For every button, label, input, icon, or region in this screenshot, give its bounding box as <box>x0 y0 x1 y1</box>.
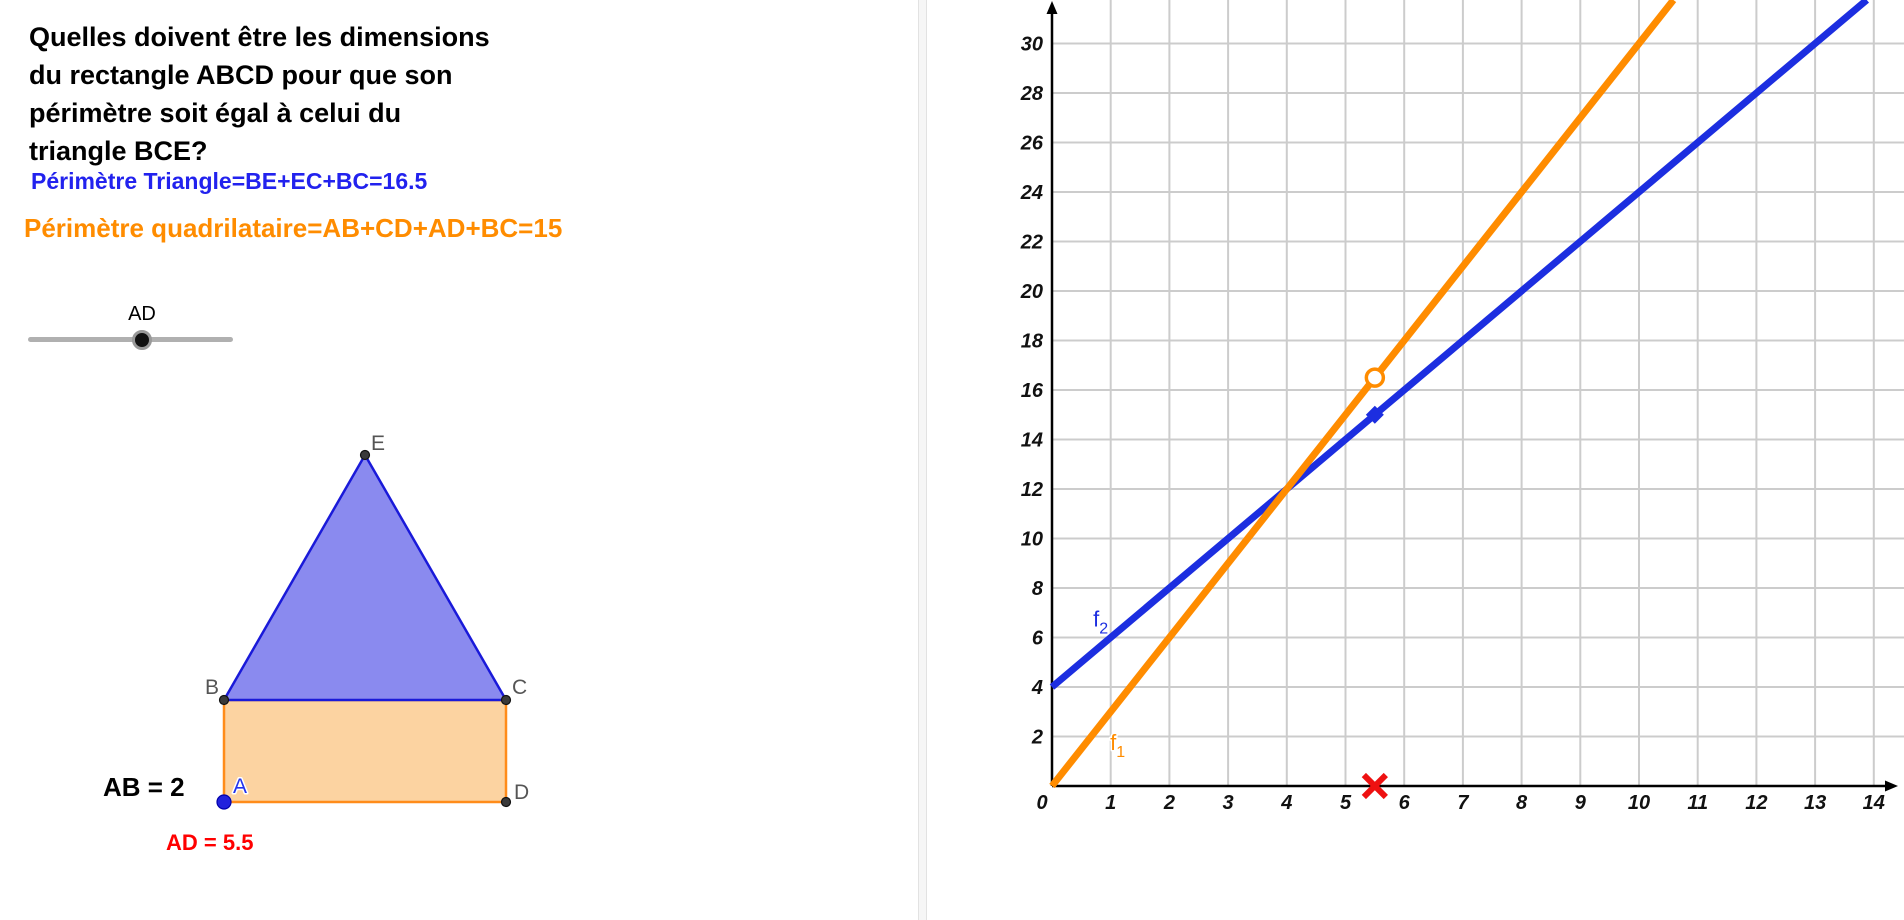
question-line: Quelles doivent être les dimensions <box>29 22 490 52</box>
y-tick-label: 26 <box>1020 133 1044 155</box>
function-label-f2: f2 <box>1093 606 1108 637</box>
y-tick-label: 2 <box>1031 727 1043 749</box>
perimeter-triangle-text: Périmètre Triangle=BE+EC+BC=16.5 <box>31 168 428 194</box>
question-line: triangle BCE? <box>29 136 208 166</box>
question-line: du rectangle ABCD pour que son <box>29 60 453 90</box>
slider-label-AD: AD <box>128 303 156 325</box>
x-tick-label: 3 <box>1223 792 1234 814</box>
point-C <box>500 694 512 706</box>
perimeter-quadrilateral-text: Périmètre quadrilataire=AB+CD+AD+BC=15 <box>24 213 563 243</box>
x-tick-label: 10 <box>1628 792 1650 814</box>
point-B <box>218 694 230 706</box>
open-circle-point <box>1364 367 1386 388</box>
point-label-D: D <box>514 781 529 804</box>
y-tick-label: 14 <box>1021 430 1043 452</box>
point-label-B: B <box>205 676 219 699</box>
x-tick-label: 1 <box>1105 792 1116 814</box>
ad-measure-text: AD = 5.5 <box>166 830 254 855</box>
slider-knob[interactable] <box>132 330 152 350</box>
y-axis-arrow-icon <box>1046 1 1058 14</box>
slider-track[interactable] <box>28 337 233 342</box>
x-tick-label: 8 <box>1516 792 1528 814</box>
point-label-E: E <box>371 432 385 455</box>
point-A[interactable] <box>216 794 232 810</box>
y-tick-label: 18 <box>1021 331 1044 353</box>
x-tick-label: 5 <box>1340 792 1352 814</box>
triangle-BCE[interactable] <box>221 452 509 702</box>
y-tick-label: 10 <box>1021 529 1043 551</box>
geometry-view[interactable]: E B C D A <box>0 0 919 920</box>
y-tick-label: 24 <box>1020 182 1043 204</box>
point-D <box>500 796 512 808</box>
point-label-A: A <box>233 775 247 798</box>
question-line: périmètre soit égal à celui du <box>29 98 402 128</box>
x-tick-label: 9 <box>1575 792 1587 814</box>
point-E <box>359 449 371 461</box>
diamond-point <box>1365 405 1384 424</box>
y-tick-label: 20 <box>1020 281 1043 303</box>
question-text: Quelles doivent être les dimensions du r… <box>29 18 490 170</box>
x-tick-label: 6 <box>1399 792 1411 814</box>
panel-divider[interactable] <box>918 0 927 920</box>
x-tick-label: 14 <box>1863 792 1885 814</box>
x-axis-arrow-icon <box>1885 780 1898 792</box>
function-line-f1[interactable] <box>1049 0 1677 789</box>
x-tick-label: 4 <box>1280 792 1292 814</box>
function-line-f2[interactable] <box>1049 0 1870 690</box>
rectangle-ABCD[interactable] <box>222 698 508 804</box>
ab-measure-text: AB = 2 <box>103 772 185 802</box>
cross-point[interactable] <box>1361 772 1388 800</box>
x-tick-label: 11 <box>1687 792 1708 814</box>
x-tick-label: 2 <box>1163 792 1175 814</box>
y-tick-label: 6 <box>1032 628 1044 650</box>
x-tick-label: 7 <box>1457 792 1469 814</box>
y-tick-label: 8 <box>1032 578 1044 600</box>
y-tick-label: 16 <box>1021 380 1044 402</box>
x-tick-label: 12 <box>1745 792 1767 814</box>
x-tick-label: 0 <box>1036 792 1047 814</box>
y-tick-label: 28 <box>1020 83 1044 105</box>
graph-view[interactable]: 0 1 2 3 4 5 6 7 8 9 10 11 12 13 1424681012141618202224… <box>925 0 1904 920</box>
function-label-f1: f1 <box>1110 730 1125 761</box>
y-tick-label: 22 <box>1020 232 1043 254</box>
point-label-C: C <box>512 676 527 699</box>
y-tick-label: 30 <box>1021 34 1043 56</box>
y-tick-label: 12 <box>1021 479 1043 501</box>
x-tick-label: 13 <box>1804 792 1826 814</box>
y-tick-label: 4 <box>1031 677 1043 699</box>
